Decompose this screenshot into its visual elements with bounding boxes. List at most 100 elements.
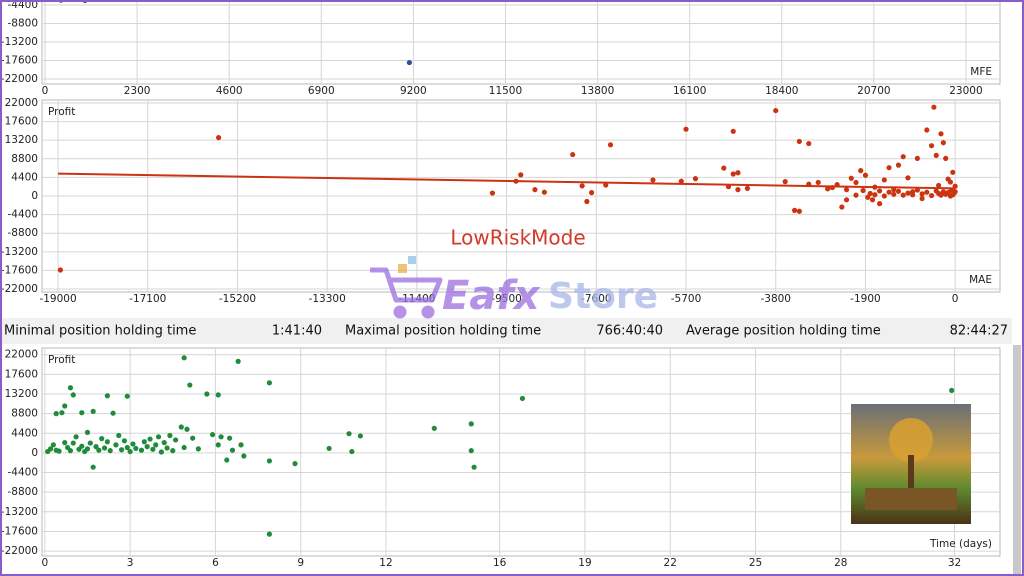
data-point: [877, 188, 883, 194]
y-tick-label: 0: [31, 190, 38, 202]
x-tick-label: 6900: [308, 85, 335, 97]
data-point: [187, 382, 193, 388]
data-point: [843, 197, 850, 203]
data-point: [141, 439, 147, 445]
data-point: [806, 181, 812, 187]
data-point: [933, 152, 939, 159]
data-point: [53, 411, 59, 417]
data-point: [118, 447, 125, 453]
data-point: [215, 442, 221, 448]
y-tick-label: 13200: [5, 388, 38, 400]
data-point: [924, 189, 930, 195]
data-point: [70, 392, 76, 398]
data-point: [579, 183, 585, 189]
x-tick-label: -1900: [850, 293, 881, 305]
y-tick-label: -13200: [1, 246, 38, 258]
y-tick-label: -8800: [7, 227, 38, 239]
data-point: [853, 179, 859, 186]
data-point: [834, 181, 840, 188]
y-tick-label: -13200: [1, 36, 38, 48]
data-point: [928, 192, 935, 199]
data-point: [57, 267, 64, 273]
data-point: [730, 128, 736, 134]
data-point: [346, 431, 352, 437]
data-point: [349, 448, 355, 455]
data-point: [860, 187, 866, 194]
data-point: [900, 192, 906, 198]
y-tick-label: -4400: [7, 0, 38, 11]
y-tick-label: -8800: [7, 486, 38, 498]
x-tick-label: 13800: [581, 85, 614, 97]
data-point: [73, 434, 79, 440]
data-point: [914, 155, 920, 161]
x-tick-label: -19000: [39, 293, 76, 305]
y-tick-label: -22000: [1, 545, 38, 557]
data-point: [518, 172, 524, 178]
data-point: [872, 184, 878, 190]
x-tick-label: 12: [379, 557, 392, 569]
plot-area: [57, 104, 958, 273]
data-point: [532, 187, 538, 193]
y-tick-label: -13200: [1, 506, 38, 518]
stat-label: Average position holding time: [686, 324, 881, 339]
data-point: [919, 195, 925, 202]
data-point: [867, 190, 873, 197]
data-point: [862, 172, 869, 178]
y-axis-label: Profit: [48, 354, 75, 366]
data-point: [124, 393, 130, 399]
data-point: [144, 444, 150, 450]
x-tick-label: -9500: [491, 293, 522, 305]
y-tick-label: -17600: [1, 54, 38, 66]
x-tick-label: 32: [948, 557, 961, 569]
x-tick-label: 19: [578, 557, 591, 569]
x-tick-label: -7600: [581, 293, 612, 305]
data-point: [266, 531, 273, 537]
data-point: [90, 464, 96, 470]
y-tick-label: 8800: [11, 153, 38, 165]
data-point: [79, 443, 85, 449]
data-point: [116, 432, 122, 439]
x-tick-label: 23000: [949, 85, 982, 97]
y-axis-label: Profit: [48, 106, 75, 118]
plot-area: [45, 355, 955, 537]
data-point: [513, 178, 519, 184]
x-tick-label: 9: [297, 557, 304, 569]
x-tick-label: -17100: [129, 293, 166, 305]
data-point: [519, 395, 526, 402]
data-point: [938, 131, 944, 137]
data-point: [104, 393, 110, 399]
chart-panel: 22000 17600 13200 8800 4400 0 -4400 -8800 -13200…: [1, 347, 1001, 569]
data-point: [104, 439, 110, 445]
data-point: [218, 434, 224, 440]
data-point: [113, 442, 119, 448]
y-tick-label: 13200: [5, 134, 38, 146]
data-point: [59, 410, 65, 416]
y-tick-label: 0: [31, 447, 38, 459]
scrollbar[interactable]: [1013, 345, 1021, 576]
data-point: [67, 448, 74, 454]
x-axis-label: MFE: [970, 66, 992, 78]
data-point: [815, 179, 821, 186]
data-point: [147, 436, 153, 442]
data-point: [683, 126, 689, 132]
data-point: [209, 431, 216, 438]
data-point: [70, 440, 76, 446]
x-tick-label: 9200: [400, 85, 427, 97]
x-tick-label: -3800: [760, 293, 791, 305]
data-point: [950, 169, 956, 175]
data-point: [406, 59, 412, 66]
data-point: [650, 177, 656, 183]
data-point: [266, 380, 273, 386]
thumbnail-image: [851, 404, 971, 524]
data-point: [603, 182, 609, 188]
data-point: [796, 208, 802, 214]
data-point: [869, 197, 876, 203]
data-point: [825, 186, 831, 192]
data-point: [905, 190, 911, 196]
y-tick-label: -8800: [7, 18, 38, 30]
y-tick-label: 4400: [11, 427, 38, 439]
data-point: [588, 190, 595, 196]
data-point: [489, 190, 496, 196]
x-tick-label: -5700: [671, 293, 702, 305]
